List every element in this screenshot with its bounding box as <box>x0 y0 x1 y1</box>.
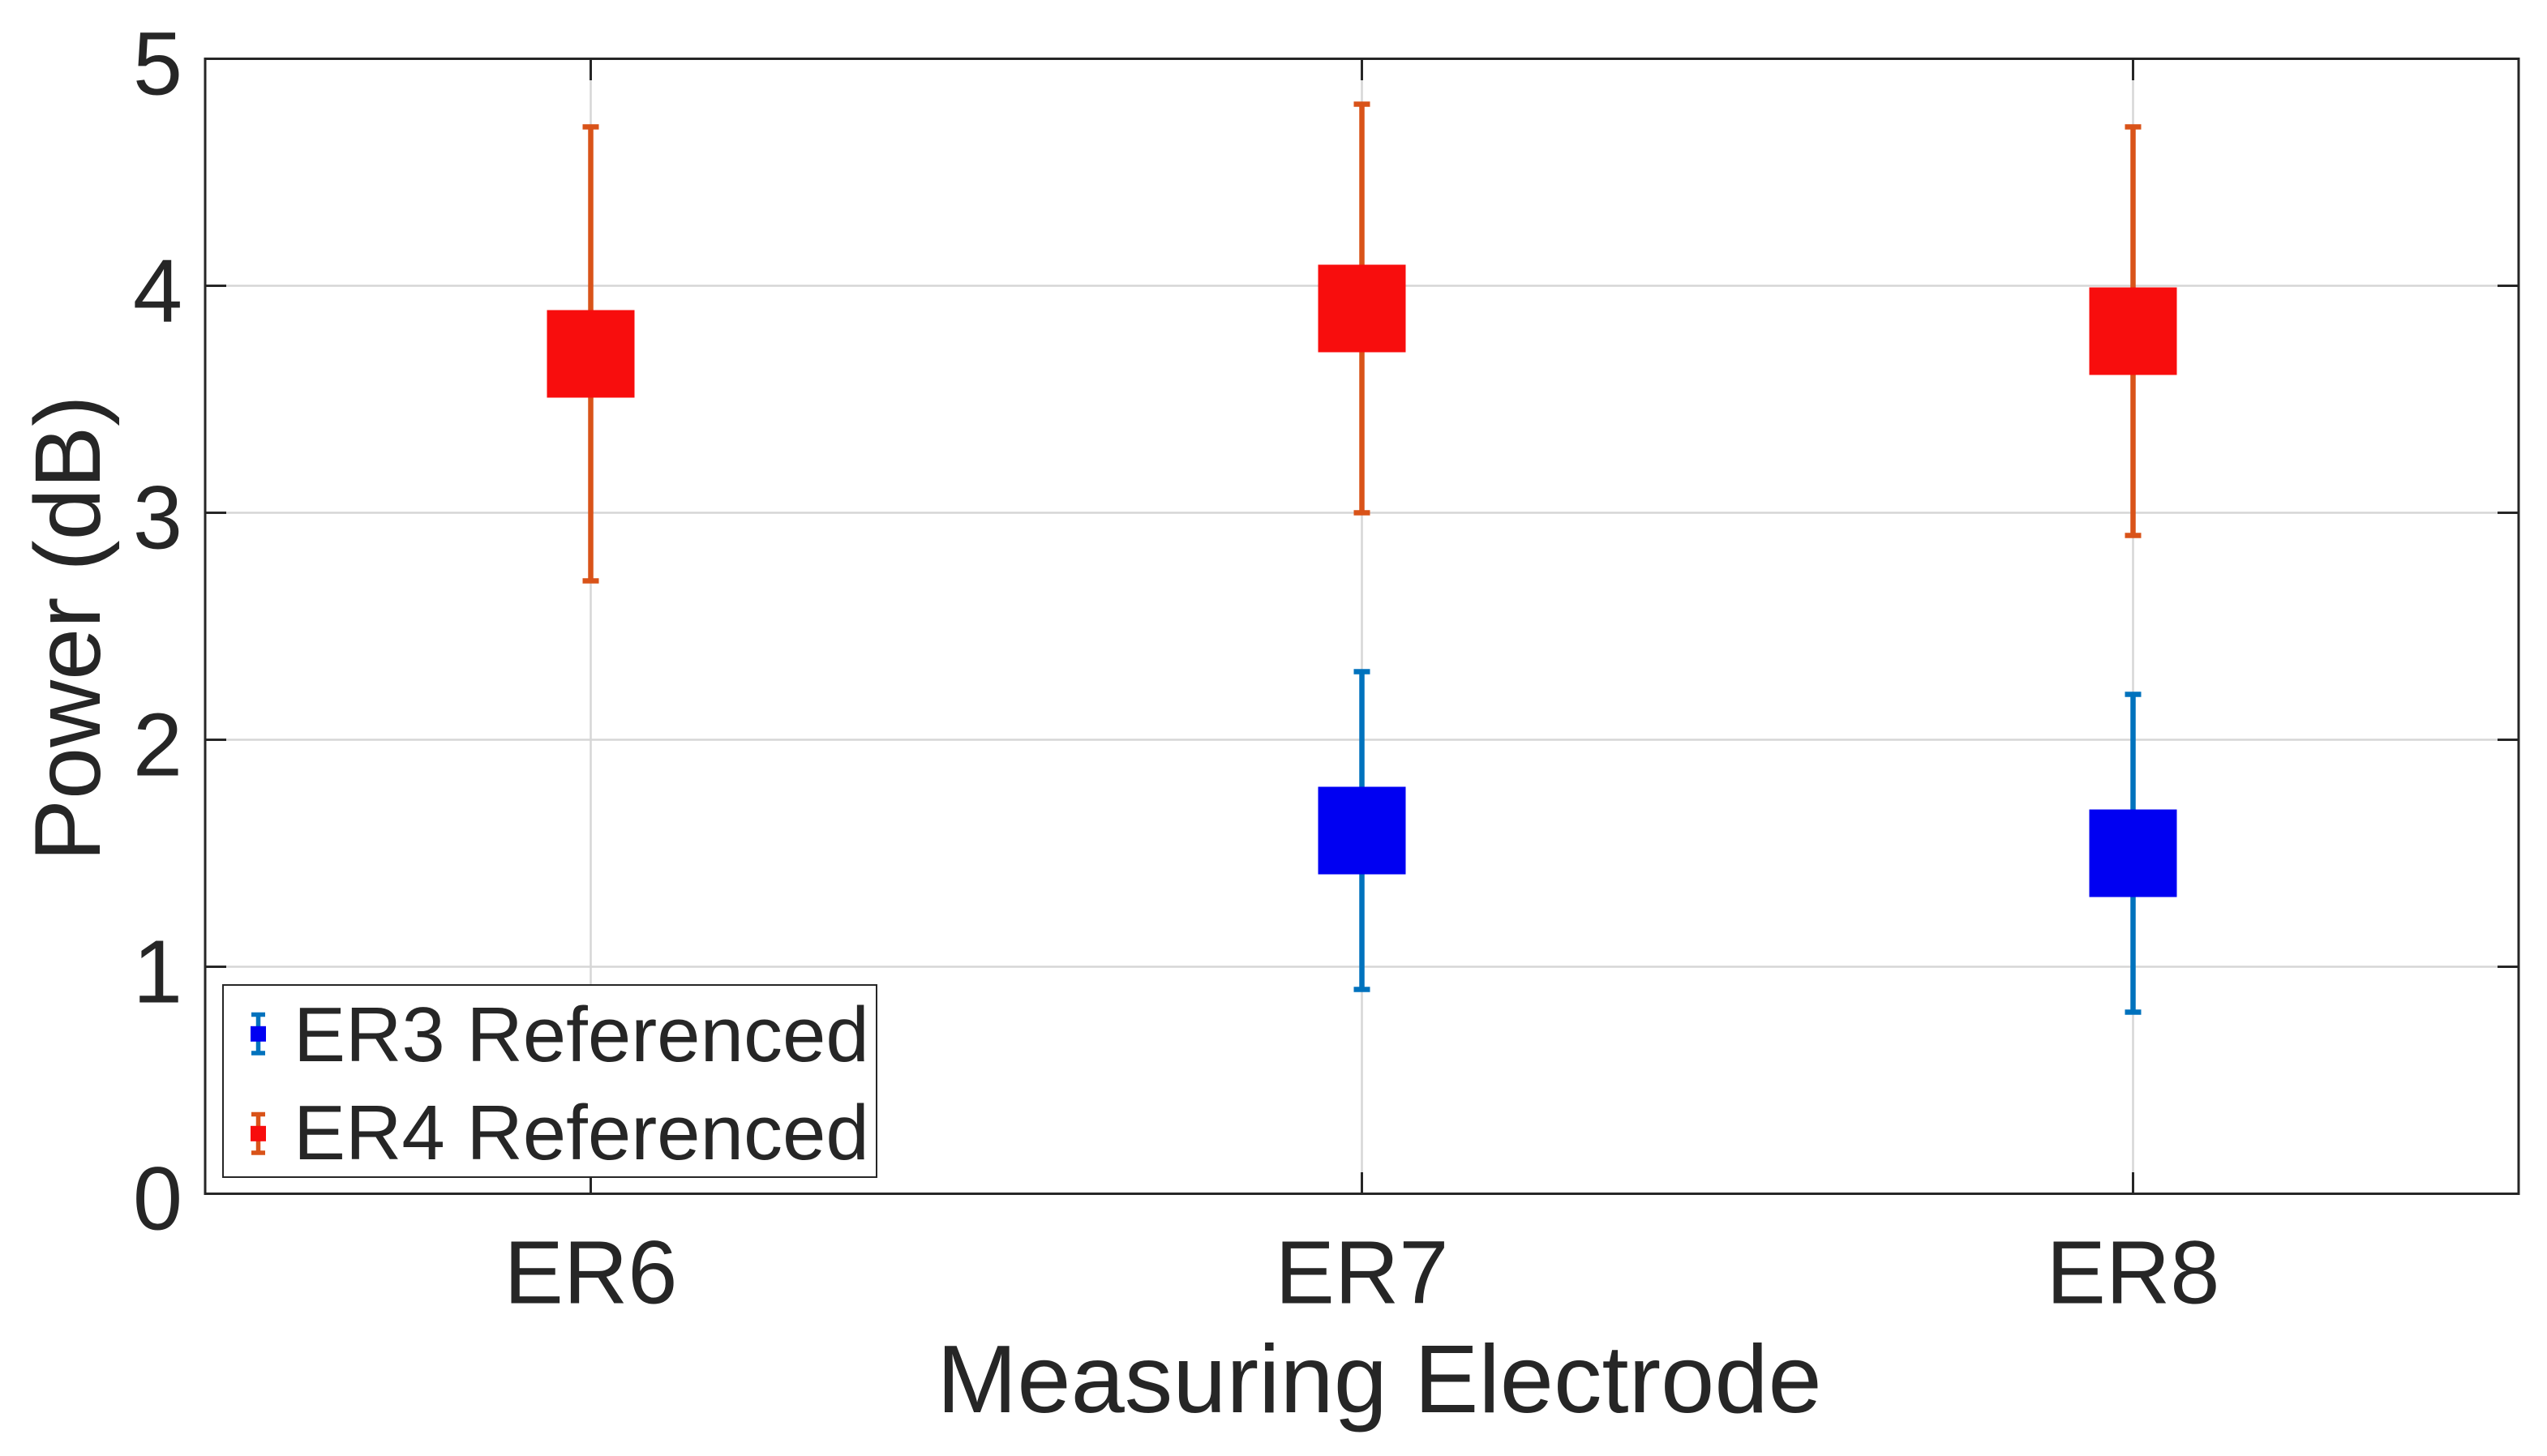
svg-text:5: 5 <box>133 15 182 114</box>
svg-text:ER4 Referenced: ER4 Referenced <box>294 1090 869 1176</box>
svg-text:4: 4 <box>133 242 182 341</box>
svg-text:1: 1 <box>133 923 182 1022</box>
svg-text:Power (dB): Power (dB) <box>16 395 120 861</box>
svg-text:Measuring Electrode: Measuring Electrode <box>937 1325 1821 1433</box>
svg-text:ER7: ER7 <box>1276 1223 1449 1323</box>
svg-text:ER3 Referenced: ER3 Referenced <box>294 991 869 1078</box>
svg-text:0: 0 <box>133 1150 182 1249</box>
svg-text:ER8: ER8 <box>2047 1223 2220 1323</box>
svg-text:ER6: ER6 <box>504 1223 678 1323</box>
svg-text:2: 2 <box>133 696 182 795</box>
svg-text:3: 3 <box>133 469 182 568</box>
